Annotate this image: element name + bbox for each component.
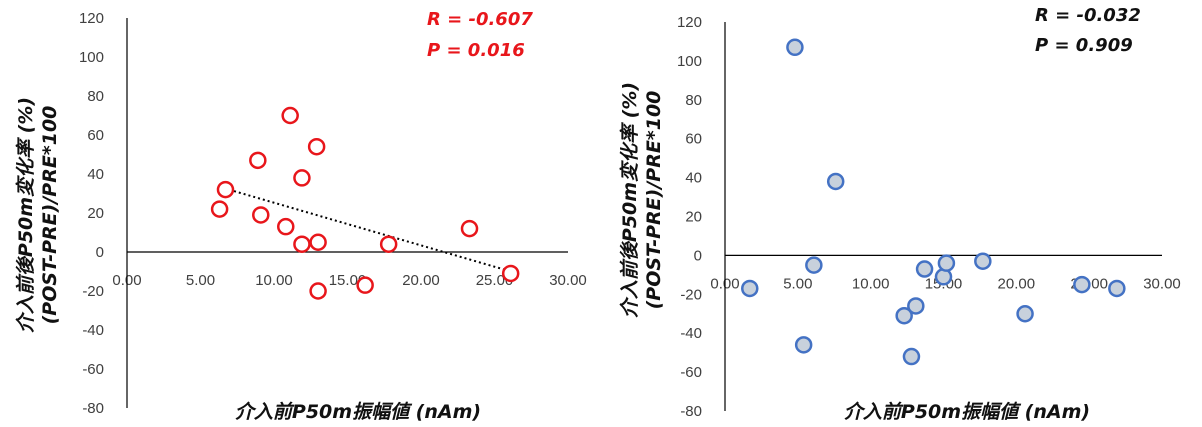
- x-axis-title: 介入前P50m振幅値 (nAm): [235, 401, 481, 423]
- y-tick-label: 100: [677, 53, 702, 70]
- data-point: [794, 336, 813, 354]
- x-tick-label: 5.00: [186, 272, 215, 289]
- trendline: [219, 185, 511, 273]
- data-point: [210, 200, 229, 218]
- data-point: [356, 276, 374, 294]
- p-value: P = 0.909: [1035, 35, 1133, 56]
- y-tick-label: 120: [677, 14, 702, 31]
- data-point: [249, 151, 267, 170]
- y-tick-label: -60: [680, 364, 702, 381]
- data-point: [805, 256, 823, 274]
- y-tick-label: 0: [694, 247, 702, 264]
- data-point: [307, 137, 326, 156]
- y-tick-label: 120: [79, 10, 104, 27]
- data-point: [379, 235, 398, 253]
- data-point: [915, 260, 934, 278]
- y-tick-label: 60: [685, 131, 702, 148]
- data-point: [216, 180, 235, 199]
- r-value: R = -0.032: [1035, 5, 1141, 26]
- y-tick-labels: 120 100 80 60 40 20 0 -20 -40 -60 -80: [677, 14, 702, 420]
- data-point: [902, 347, 921, 366]
- y-tick-label: 100: [79, 49, 104, 66]
- data-point: [293, 169, 311, 187]
- r-value: R = -0.607: [427, 9, 533, 30]
- data-point: [1073, 275, 1091, 294]
- y-tick-label: -80: [680, 403, 702, 420]
- x-tick-label: 20.00: [998, 275, 1036, 292]
- data-points: [210, 106, 520, 300]
- y-tick-label: 40: [87, 166, 104, 183]
- p-value: P = 0.016: [427, 40, 525, 61]
- y-tick-label: 60: [87, 127, 104, 144]
- x-tick-label: 5.00: [783, 275, 812, 292]
- y-tick-label: -40: [680, 325, 702, 342]
- data-points: [741, 38, 1126, 366]
- data-point: [1108, 279, 1126, 298]
- y-axis-title-line2: (POST-PRE)/PRE*100: [39, 106, 61, 325]
- x-axis-title: 介入前P50m振幅値 (nAm): [844, 401, 1090, 423]
- y-axis-title-line1: 介入前後P50m変化率 (%): [15, 97, 37, 333]
- data-point: [501, 264, 520, 283]
- x-tick-label: 20.00: [402, 272, 440, 289]
- data-point: [309, 233, 327, 251]
- y-tick-label: -40: [82, 322, 104, 339]
- x-tick-label: 10.00: [255, 272, 293, 289]
- data-point: [895, 306, 913, 325]
- data-point: [252, 206, 270, 224]
- data-point: [1016, 305, 1034, 323]
- y-tick-label: -20: [82, 283, 104, 300]
- data-point: [460, 219, 479, 238]
- x-tick-label: 10.00: [852, 275, 890, 292]
- y-axis-title-line2: (POST-PRE)/PRE*100: [643, 91, 665, 310]
- data-point: [937, 254, 956, 272]
- data-point: [826, 172, 845, 191]
- y-tick-label: 80: [87, 88, 104, 105]
- y-tick-label: 40: [685, 170, 702, 187]
- data-point: [786, 38, 804, 57]
- y-tick-label: 0: [96, 244, 104, 261]
- x-tick-label: 30.00: [1143, 275, 1181, 292]
- y-tick-label: 20: [87, 205, 104, 222]
- y-tick-labels: 120 100 80 60 40 20 0 -20 -40 -60 -80: [79, 10, 104, 417]
- y-tick-label: -20: [680, 286, 702, 303]
- y-axis-title-line1: 介入前後P50m変化率 (%): [619, 82, 641, 318]
- data-point: [309, 282, 327, 300]
- y-tick-label: 80: [685, 92, 702, 109]
- data-point: [907, 297, 925, 315]
- y-tick-label: 20: [685, 209, 702, 226]
- y-tick-label: -60: [82, 361, 104, 378]
- data-point: [974, 252, 992, 270]
- y-tick-label: -80: [82, 400, 104, 417]
- data-point: [293, 235, 311, 253]
- data-point: [281, 106, 299, 125]
- x-tick-label: 30.00: [549, 272, 587, 289]
- data-point: [741, 279, 759, 298]
- data-point: [277, 217, 295, 236]
